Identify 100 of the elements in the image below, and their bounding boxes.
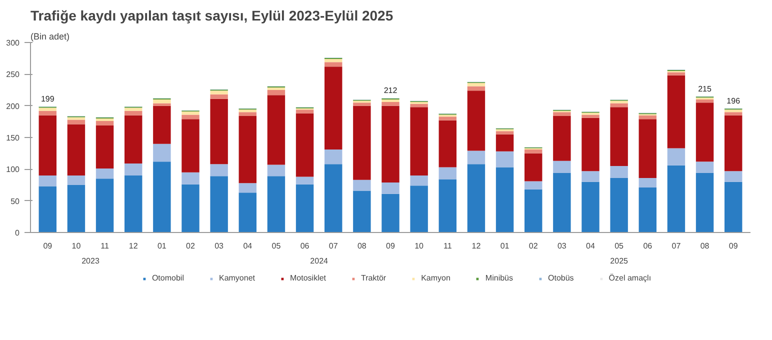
bar: [467, 150, 486, 164]
bar: [610, 178, 628, 232]
x-tick-label: 04: [243, 242, 253, 250]
x-tick-label: 09: [43, 242, 53, 250]
y-tick-label: 50: [10, 196, 20, 206]
bar: [124, 163, 142, 176]
bar: [38, 186, 56, 232]
legend-label: Motosiklet: [290, 274, 326, 282]
bar: [153, 144, 171, 162]
bar: [153, 162, 171, 232]
bar: [638, 119, 656, 178]
bar: [382, 100, 400, 102]
bar: [324, 66, 342, 150]
bar: [467, 83, 486, 86]
bar: [724, 110, 742, 112]
x-tick-label: 06: [643, 242, 653, 250]
x-tick-label: 05: [614, 242, 624, 250]
x-tick-label: 03: [557, 242, 567, 250]
bar: [124, 110, 142, 116]
bar: [324, 164, 342, 232]
bar: [210, 90, 228, 94]
x-tick-label: 11: [100, 242, 110, 250]
bar: [153, 100, 171, 104]
bar: [324, 62, 342, 67]
legend-label: Otobüs: [548, 274, 574, 282]
bar: [410, 107, 428, 176]
bar: [467, 90, 486, 151]
bar: [382, 102, 400, 106]
bar: [267, 90, 286, 96]
total-label: 199: [40, 94, 55, 104]
x-tick-label: 12: [472, 242, 482, 250]
bar: [296, 176, 314, 184]
total-label: 196: [726, 96, 741, 106]
bar: [124, 176, 142, 232]
bar: [267, 164, 286, 176]
x-tick-label: 09: [386, 242, 396, 250]
bar: [438, 120, 456, 168]
legend-label: Traktör: [361, 274, 386, 282]
x-tick-label: 02: [186, 242, 196, 250]
x-tick-label: 08: [700, 242, 710, 250]
legend-label: Özel amaçlı: [608, 274, 652, 282]
bar: [696, 172, 714, 232]
legend-label: Minibüs: [485, 274, 514, 282]
bar: [182, 119, 200, 172]
bar: [238, 183, 256, 193]
bar: [96, 121, 114, 126]
bar: [582, 171, 600, 182]
bar: [124, 108, 142, 111]
bar: [67, 176, 86, 185]
bar: [238, 112, 256, 116]
y-tick-label: 150: [6, 134, 20, 142]
bar: [524, 150, 542, 154]
bar: [610, 100, 628, 104]
bar: [238, 192, 256, 232]
bar: [410, 176, 428, 186]
bar: [38, 115, 56, 176]
bar: [38, 108, 56, 111]
bar: [324, 150, 342, 164]
bar: [382, 194, 400, 232]
y-tick-label: 100: [6, 165, 20, 174]
bar: [553, 112, 571, 116]
bar: [467, 164, 486, 232]
bar: [353, 180, 371, 191]
bar: [410, 104, 428, 108]
bar: [410, 186, 428, 232]
bar: [667, 165, 686, 232]
bar: [496, 167, 514, 232]
bar: [496, 131, 514, 134]
bar: [238, 116, 256, 184]
bar: [610, 166, 628, 178]
x-tick-label: 10: [414, 242, 424, 250]
bar: [553, 172, 571, 232]
bar: [267, 176, 286, 232]
legend-label: Kamyon: [421, 274, 450, 282]
total-label: 215: [698, 84, 712, 94]
x-tick-label: 07: [672, 242, 682, 250]
x-tick-label: 07: [328, 242, 338, 250]
chart-title: Trafiğe kaydı yapılan taşıt sayısı, Eylül 2023-Eylül 2025: [30, 8, 394, 24]
bar: [667, 72, 686, 76]
bar: [267, 95, 286, 165]
bar: [667, 148, 686, 166]
legend-label: Otomobil: [152, 274, 184, 282]
bar: [724, 182, 742, 232]
y-tick-label: 200: [6, 102, 20, 111]
x-tick-label: 03: [214, 242, 224, 250]
bar: [96, 125, 114, 169]
y-tick-label: 250: [6, 70, 20, 80]
x-tick-label: 12: [128, 242, 138, 250]
bar: [696, 102, 714, 162]
bar: [638, 188, 656, 232]
bar: [296, 113, 314, 177]
bar: [153, 103, 171, 106]
bar: [182, 112, 200, 115]
bar: [582, 182, 600, 232]
bar: [353, 102, 371, 106]
bar: [524, 153, 542, 182]
bar: [582, 118, 600, 172]
text: 2023: [82, 256, 100, 266]
bar: [210, 94, 228, 99]
bar: [67, 117, 86, 120]
